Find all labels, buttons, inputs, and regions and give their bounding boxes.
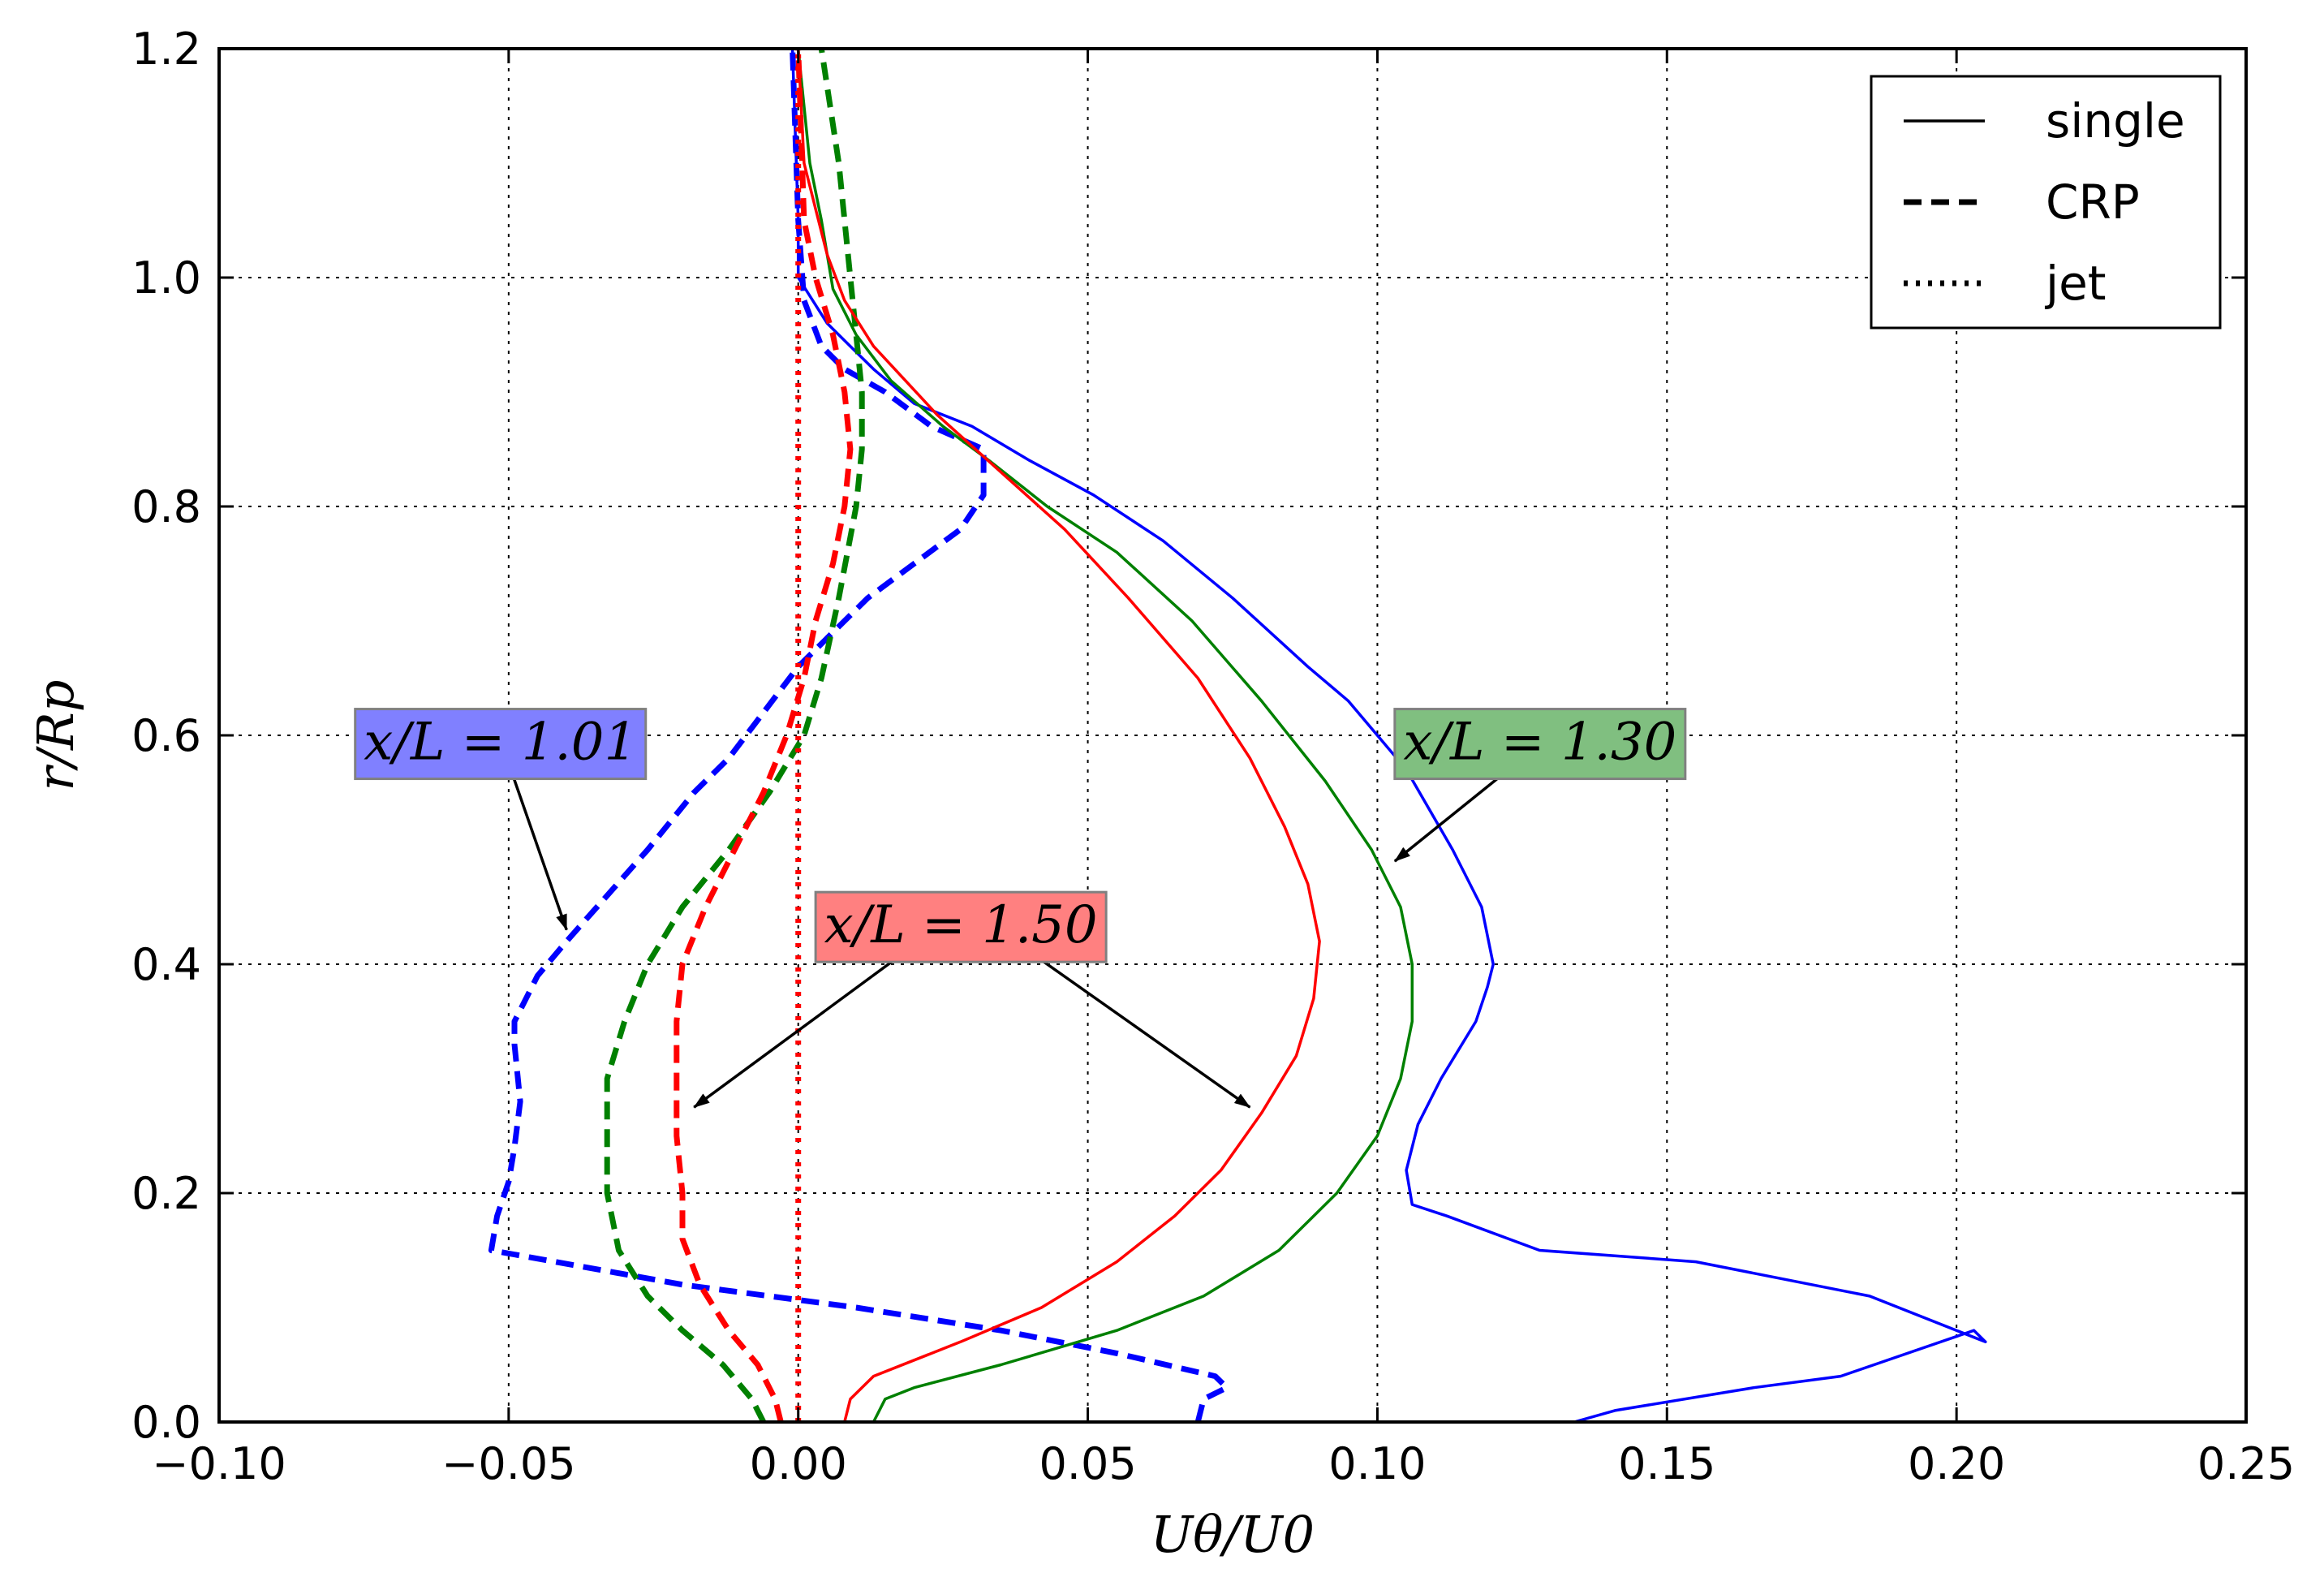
- annotations: x/L = 1.01 x/L = 1.30 x/L = 1.50: [354, 708, 1687, 1109]
- y-tick-label: 1.2: [131, 24, 201, 75]
- x-tick-label: −0.05: [441, 1438, 575, 1489]
- legend-label: jet: [2044, 256, 2107, 311]
- series-line-3: [604, 48, 865, 1424]
- annotation-label: x/L = 1.01: [364, 713, 637, 773]
- y-axis-title: r/Rp: [26, 680, 85, 791]
- legend-label: single: [2046, 93, 2185, 149]
- annotation-box: [1393, 708, 1687, 781]
- y-tick-label: 0.2: [131, 1168, 201, 1219]
- series-line-4: [796, 48, 1321, 1423]
- x-tick-label: −0.10: [152, 1438, 286, 1489]
- x-tick-label: 0.00: [750, 1438, 847, 1489]
- series-layer: [488, 48, 1987, 1424]
- legend: single CRP jet: [1870, 75, 2222, 330]
- annotation-label: x/L = 1.30: [1403, 713, 1676, 773]
- x-tick-label: 0.10: [1328, 1438, 1426, 1489]
- series-line-2: [796, 48, 1414, 1423]
- annotation-box: [354, 708, 648, 781]
- series-line-5: [674, 48, 854, 1423]
- y-tick-label: 0.6: [131, 710, 201, 761]
- annotation-label: x/L = 1.50: [824, 895, 1098, 955]
- legend-label: CRP: [2046, 175, 2140, 230]
- x-tick-label: 0.05: [1039, 1438, 1136, 1489]
- x-tick-label: 0.25: [2197, 1438, 2295, 1489]
- y-tick-label: 0.8: [131, 481, 201, 532]
- series-line-0: [790, 48, 1987, 1424]
- annotation-box: [814, 890, 1108, 963]
- y-tick-label: 0.0: [131, 1397, 201, 1448]
- y-tick-label: 1.0: [131, 252, 201, 304]
- x-tick-label: 0.20: [1908, 1438, 2005, 1489]
- series-line-1: [488, 48, 1230, 1423]
- x-axis-title: Uθ/U0: [1151, 1505, 1315, 1564]
- x-tick-label: 0.15: [1618, 1438, 1715, 1489]
- ticks: −0.10 −0.05 0.00 0.05 0.10 0.15 0.20 0.25 0.0 0.2…: [131, 24, 2295, 1489]
- y-tick-label: 0.4: [131, 939, 201, 990]
